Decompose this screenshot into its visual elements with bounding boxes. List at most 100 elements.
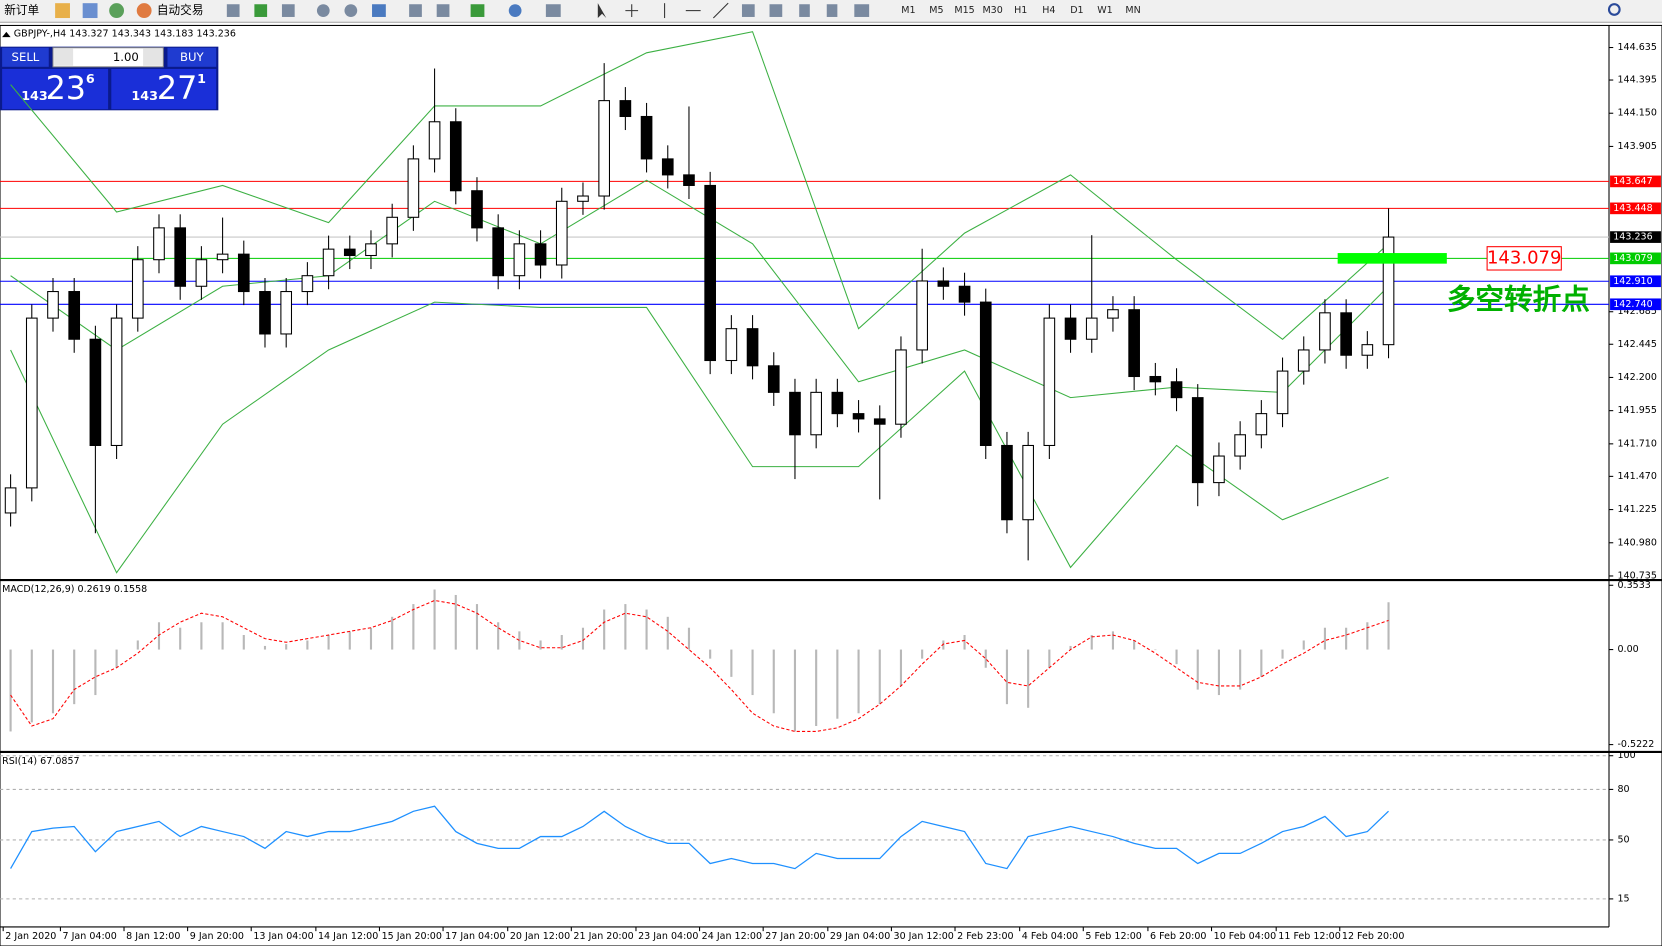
level-label: 143.647: [1613, 176, 1652, 187]
buy-button[interactable]: [167, 47, 217, 67]
icon[interactable]: [769, 4, 783, 17]
candle-body: [916, 280, 928, 351]
icon[interactable]: [741, 4, 755, 17]
x-tick-label: 6 Feb 20:00: [1150, 931, 1206, 942]
candle-body: [492, 227, 505, 277]
collapse-arrow[interactable]: [2, 31, 11, 38]
candle-body: [937, 280, 950, 287]
candle-body: [555, 200, 568, 266]
x-tick-label: 15 Jan 20:00: [382, 931, 442, 942]
candle-body: [110, 317, 123, 447]
macd-bar: [1027, 649, 1030, 708]
lot-down[interactable]: [54, 48, 74, 66]
icon[interactable]: [826, 4, 838, 17]
candle-body: [895, 349, 907, 425]
auto-trading-icon[interactable]: [136, 3, 152, 19]
icon[interactable]: [226, 4, 240, 17]
macd-bar: [1217, 649, 1221, 696]
macd-bar: [1366, 622, 1369, 650]
icon[interactable]: [470, 4, 485, 17]
sell-price-big[interactable]: 143: [21, 88, 48, 103]
icon[interactable]: [344, 4, 358, 17]
level-label: 142.910: [1613, 276, 1652, 287]
icon[interactable]: [436, 4, 450, 17]
y-tick-label: 143.905: [1617, 141, 1656, 152]
timeframe-button[interactable]: H4: [1042, 5, 1055, 16]
new-order-button[interactable]: 新订单: [4, 3, 39, 17]
candle-body: [577, 195, 589, 202]
lot-value[interactable]: 1.00: [113, 50, 139, 64]
macd-bar: [984, 649, 987, 668]
icon[interactable]: [854, 4, 870, 17]
candle-body: [1022, 444, 1034, 521]
icon[interactable]: [508, 4, 522, 17]
sell-price-button[interactable]: [2, 68, 109, 110]
candle-body: [513, 243, 526, 277]
macd-bar: [412, 604, 415, 650]
macd-title: MACD(12,26,9) 0.2619 0.1558: [2, 584, 147, 595]
macd-bar: [687, 627, 691, 650]
macd-bar: [963, 635, 966, 650]
trendline-icon[interactable]: [712, 2, 729, 19]
x-tick-label: 5 Feb 12:00: [1085, 931, 1141, 942]
icon[interactable]: [82, 3, 98, 19]
sell-price-main[interactable]: 23: [46, 70, 86, 107]
sell-button[interactable]: [2, 47, 49, 67]
macd-bar: [1154, 649, 1157, 651]
icon[interactable]: [55, 3, 70, 19]
icon[interactable]: [799, 4, 810, 17]
candle-body: [449, 121, 462, 192]
candle-body: [68, 291, 81, 340]
candle-body: [1064, 317, 1077, 340]
icon[interactable]: [109, 3, 125, 19]
candle-body: [1382, 236, 1395, 346]
sell-price-pip[interactable]: 6: [86, 71, 95, 86]
y-tick-label: 140.980: [1617, 537, 1656, 548]
timeframe-button[interactable]: D1: [1070, 5, 1083, 16]
x-tick-label: 12 Feb 20:00: [1342, 931, 1405, 942]
level-tag: [1610, 252, 1661, 265]
lot-up[interactable]: [143, 48, 163, 66]
macd-bar: [751, 649, 754, 696]
macd-bar: [9, 649, 12, 732]
candle-body: [322, 248, 335, 277]
timeframe-button[interactable]: M1: [901, 5, 915, 16]
macd-bar: [539, 640, 542, 650]
icon[interactable]: [409, 4, 422, 17]
search-icon[interactable]: [1607, 3, 1621, 16]
buy-price-big[interactable]: 143: [131, 88, 158, 103]
timeframe-button[interactable]: H1: [1014, 5, 1027, 16]
candle-body: [1149, 375, 1162, 383]
macd-bar: [285, 644, 288, 650]
crosshair-icon[interactable]: [625, 4, 639, 17]
buy-label[interactable]: BUY: [180, 50, 205, 64]
icon[interactable]: [372, 4, 386, 17]
x-tick-label: 24 Jan 12:00: [702, 931, 762, 942]
icon[interactable]: [254, 4, 268, 17]
timeframe-button[interactable]: MN: [1125, 5, 1140, 16]
buy-price-button[interactable]: [111, 68, 217, 110]
macd-bar: [1111, 631, 1115, 650]
timeframe-button[interactable]: M30: [982, 5, 1002, 16]
x-tick-label: 10 Feb 04:00: [1214, 931, 1277, 942]
x-tick-label: 9 Jan 20:00: [190, 931, 244, 942]
candle-body: [1276, 370, 1289, 415]
macd-bar: [454, 594, 457, 650]
icon[interactable]: [316, 4, 330, 17]
timeframe-button[interactable]: W1: [1097, 5, 1112, 16]
icon[interactable]: [545, 4, 561, 17]
macd-bar: [51, 649, 55, 714]
sell-label[interactable]: SELL: [12, 50, 40, 64]
buy-price-pip[interactable]: 1: [197, 71, 206, 86]
cursor-icon[interactable]: [597, 3, 607, 19]
auto-trading-button[interactable]: 自动交易: [157, 3, 204, 17]
candle-body: [704, 184, 716, 362]
x-tick-label: 14 Jan 12:00: [318, 931, 378, 942]
timeframe-button[interactable]: M5: [929, 5, 943, 16]
buy-price-main[interactable]: 27: [157, 70, 197, 107]
candle-body: [365, 243, 377, 257]
icon[interactable]: [281, 4, 295, 17]
lot-field[interactable]: [52, 47, 164, 68]
timeframe-button[interactable]: M15: [954, 5, 974, 16]
